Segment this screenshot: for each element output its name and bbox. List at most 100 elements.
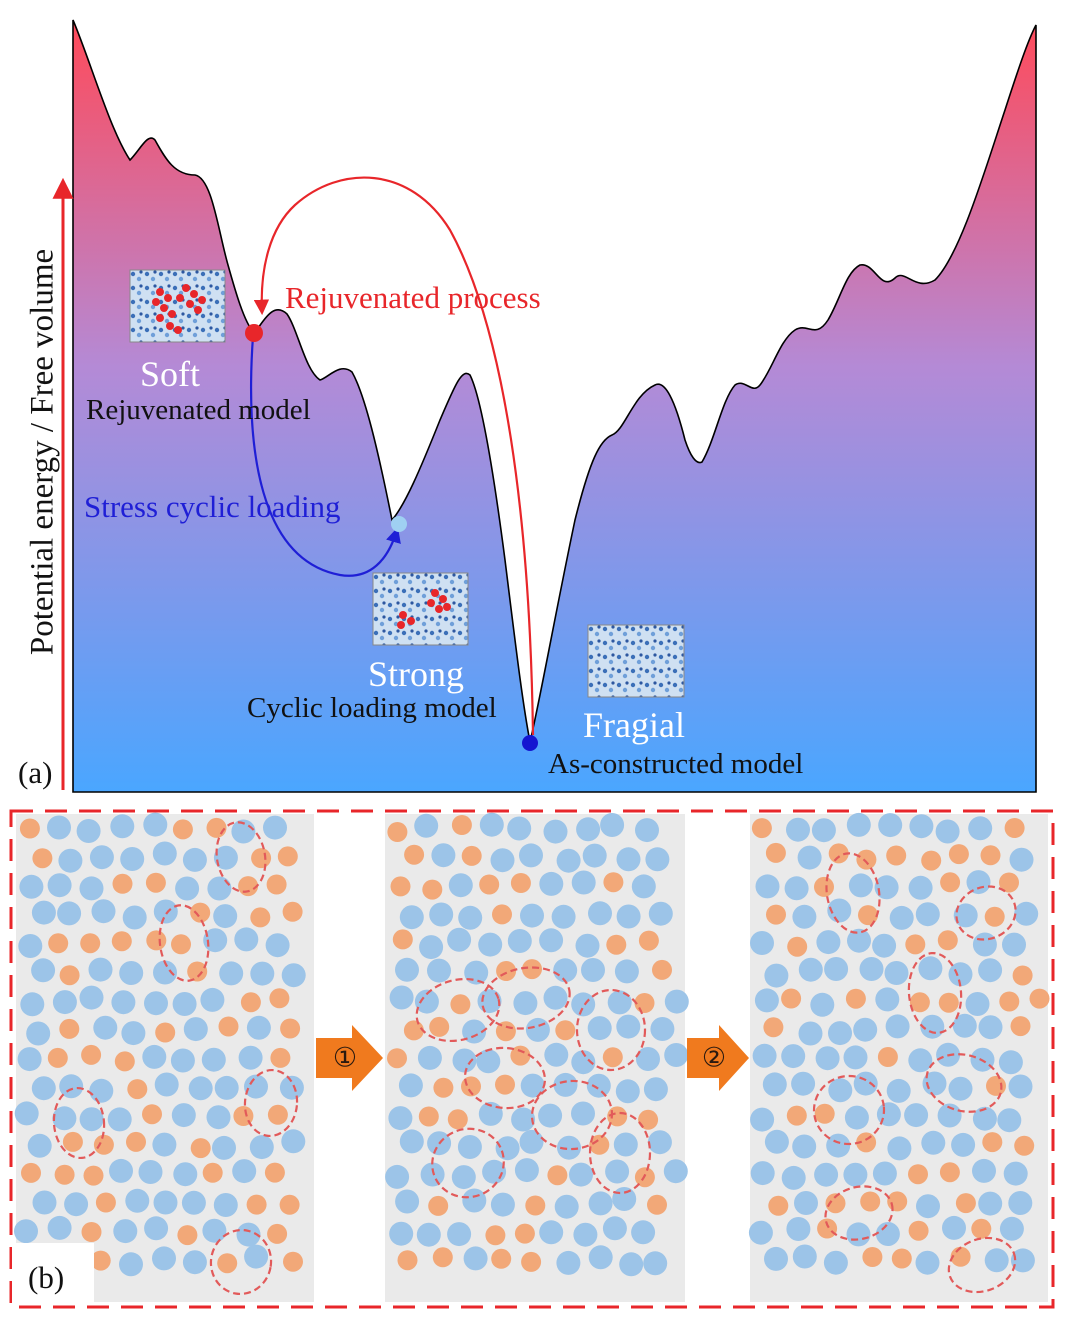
atom xyxy=(1008,1074,1033,1099)
atom xyxy=(781,1165,806,1190)
atom xyxy=(263,815,287,840)
atom xyxy=(244,1244,269,1269)
atom xyxy=(389,985,414,1010)
atom xyxy=(921,1130,946,1155)
atom xyxy=(249,1135,274,1160)
atom xyxy=(495,1074,515,1095)
atom xyxy=(845,988,866,1009)
atom xyxy=(264,1162,285,1183)
step-1-label: ① xyxy=(332,1042,358,1073)
atom xyxy=(843,1162,868,1187)
atom xyxy=(281,963,306,988)
atom xyxy=(461,845,482,866)
atom xyxy=(420,1162,445,1187)
atom xyxy=(1012,965,1033,986)
atom xyxy=(764,1129,789,1154)
atom xyxy=(451,815,472,835)
atom xyxy=(817,1218,838,1239)
atom xyxy=(904,1103,929,1128)
atom xyxy=(522,959,542,980)
atom xyxy=(553,1072,578,1097)
atom xyxy=(885,1014,910,1039)
atom xyxy=(153,960,177,985)
atom xyxy=(521,1251,542,1272)
atom xyxy=(26,1021,51,1046)
atom xyxy=(398,1073,423,1098)
atom xyxy=(119,1252,143,1277)
atom xyxy=(846,1222,871,1247)
atom xyxy=(810,992,835,1017)
atom xyxy=(152,1246,176,1271)
atom xyxy=(815,1046,840,1071)
atom xyxy=(886,1078,911,1103)
atom xyxy=(31,958,56,983)
initial-atoms xyxy=(14,812,306,1277)
atom xyxy=(872,933,897,958)
atom xyxy=(277,846,298,867)
flow-unit-ellipse xyxy=(947,1236,1017,1294)
atom xyxy=(81,1044,102,1065)
atom xyxy=(14,1101,39,1126)
atom xyxy=(751,818,772,839)
atom xyxy=(113,1219,138,1244)
atom xyxy=(853,1071,878,1096)
atom xyxy=(571,1101,595,1126)
atom xyxy=(388,1106,413,1131)
atom xyxy=(948,844,969,865)
atom xyxy=(143,812,168,837)
atom xyxy=(447,1222,472,1247)
atom xyxy=(889,905,914,930)
atom xyxy=(507,929,532,953)
atom xyxy=(539,928,564,953)
atom xyxy=(638,930,659,951)
atom xyxy=(631,1220,656,1245)
atom xyxy=(21,1162,41,1183)
atom xyxy=(828,1021,852,1046)
atom xyxy=(616,847,641,872)
atom xyxy=(19,818,40,839)
atom xyxy=(846,812,871,837)
atom xyxy=(576,817,601,842)
atom xyxy=(765,842,786,863)
atom xyxy=(764,963,789,988)
atom xyxy=(922,1071,947,1096)
atom xyxy=(54,1164,75,1185)
atom xyxy=(491,1248,512,1269)
flow-unit-ellipse xyxy=(431,1127,505,1199)
atom xyxy=(982,1132,1003,1153)
atom xyxy=(429,1016,450,1037)
atom xyxy=(32,1190,57,1215)
atom xyxy=(966,870,991,895)
as-constructed-model-thumbnail xyxy=(587,624,685,698)
flow-unit-ellipse xyxy=(209,1228,273,1296)
atom xyxy=(121,1021,146,1046)
atom xyxy=(997,1108,1022,1133)
atom xyxy=(187,961,208,982)
atom xyxy=(798,957,823,982)
fragile-state-name: Fragial xyxy=(583,705,685,745)
atom xyxy=(267,1223,288,1244)
atom xyxy=(429,902,454,927)
atom xyxy=(47,873,72,898)
atom xyxy=(909,992,930,1013)
atom xyxy=(664,989,689,1014)
atom xyxy=(175,876,200,901)
atom xyxy=(152,841,177,866)
atom xyxy=(768,1195,789,1216)
atom xyxy=(236,1222,261,1247)
atom xyxy=(80,933,101,954)
atom xyxy=(792,904,817,929)
atom xyxy=(246,1015,271,1040)
atom xyxy=(816,930,841,955)
atom xyxy=(614,959,639,984)
atom xyxy=(90,1250,111,1271)
atom xyxy=(173,1162,198,1187)
atom xyxy=(267,1104,288,1125)
atom xyxy=(246,1194,267,1215)
atom xyxy=(588,901,612,926)
energy-landscape-panel xyxy=(52,19,1037,793)
atom xyxy=(520,1073,545,1098)
atom xyxy=(909,814,934,839)
atom xyxy=(607,990,632,1015)
